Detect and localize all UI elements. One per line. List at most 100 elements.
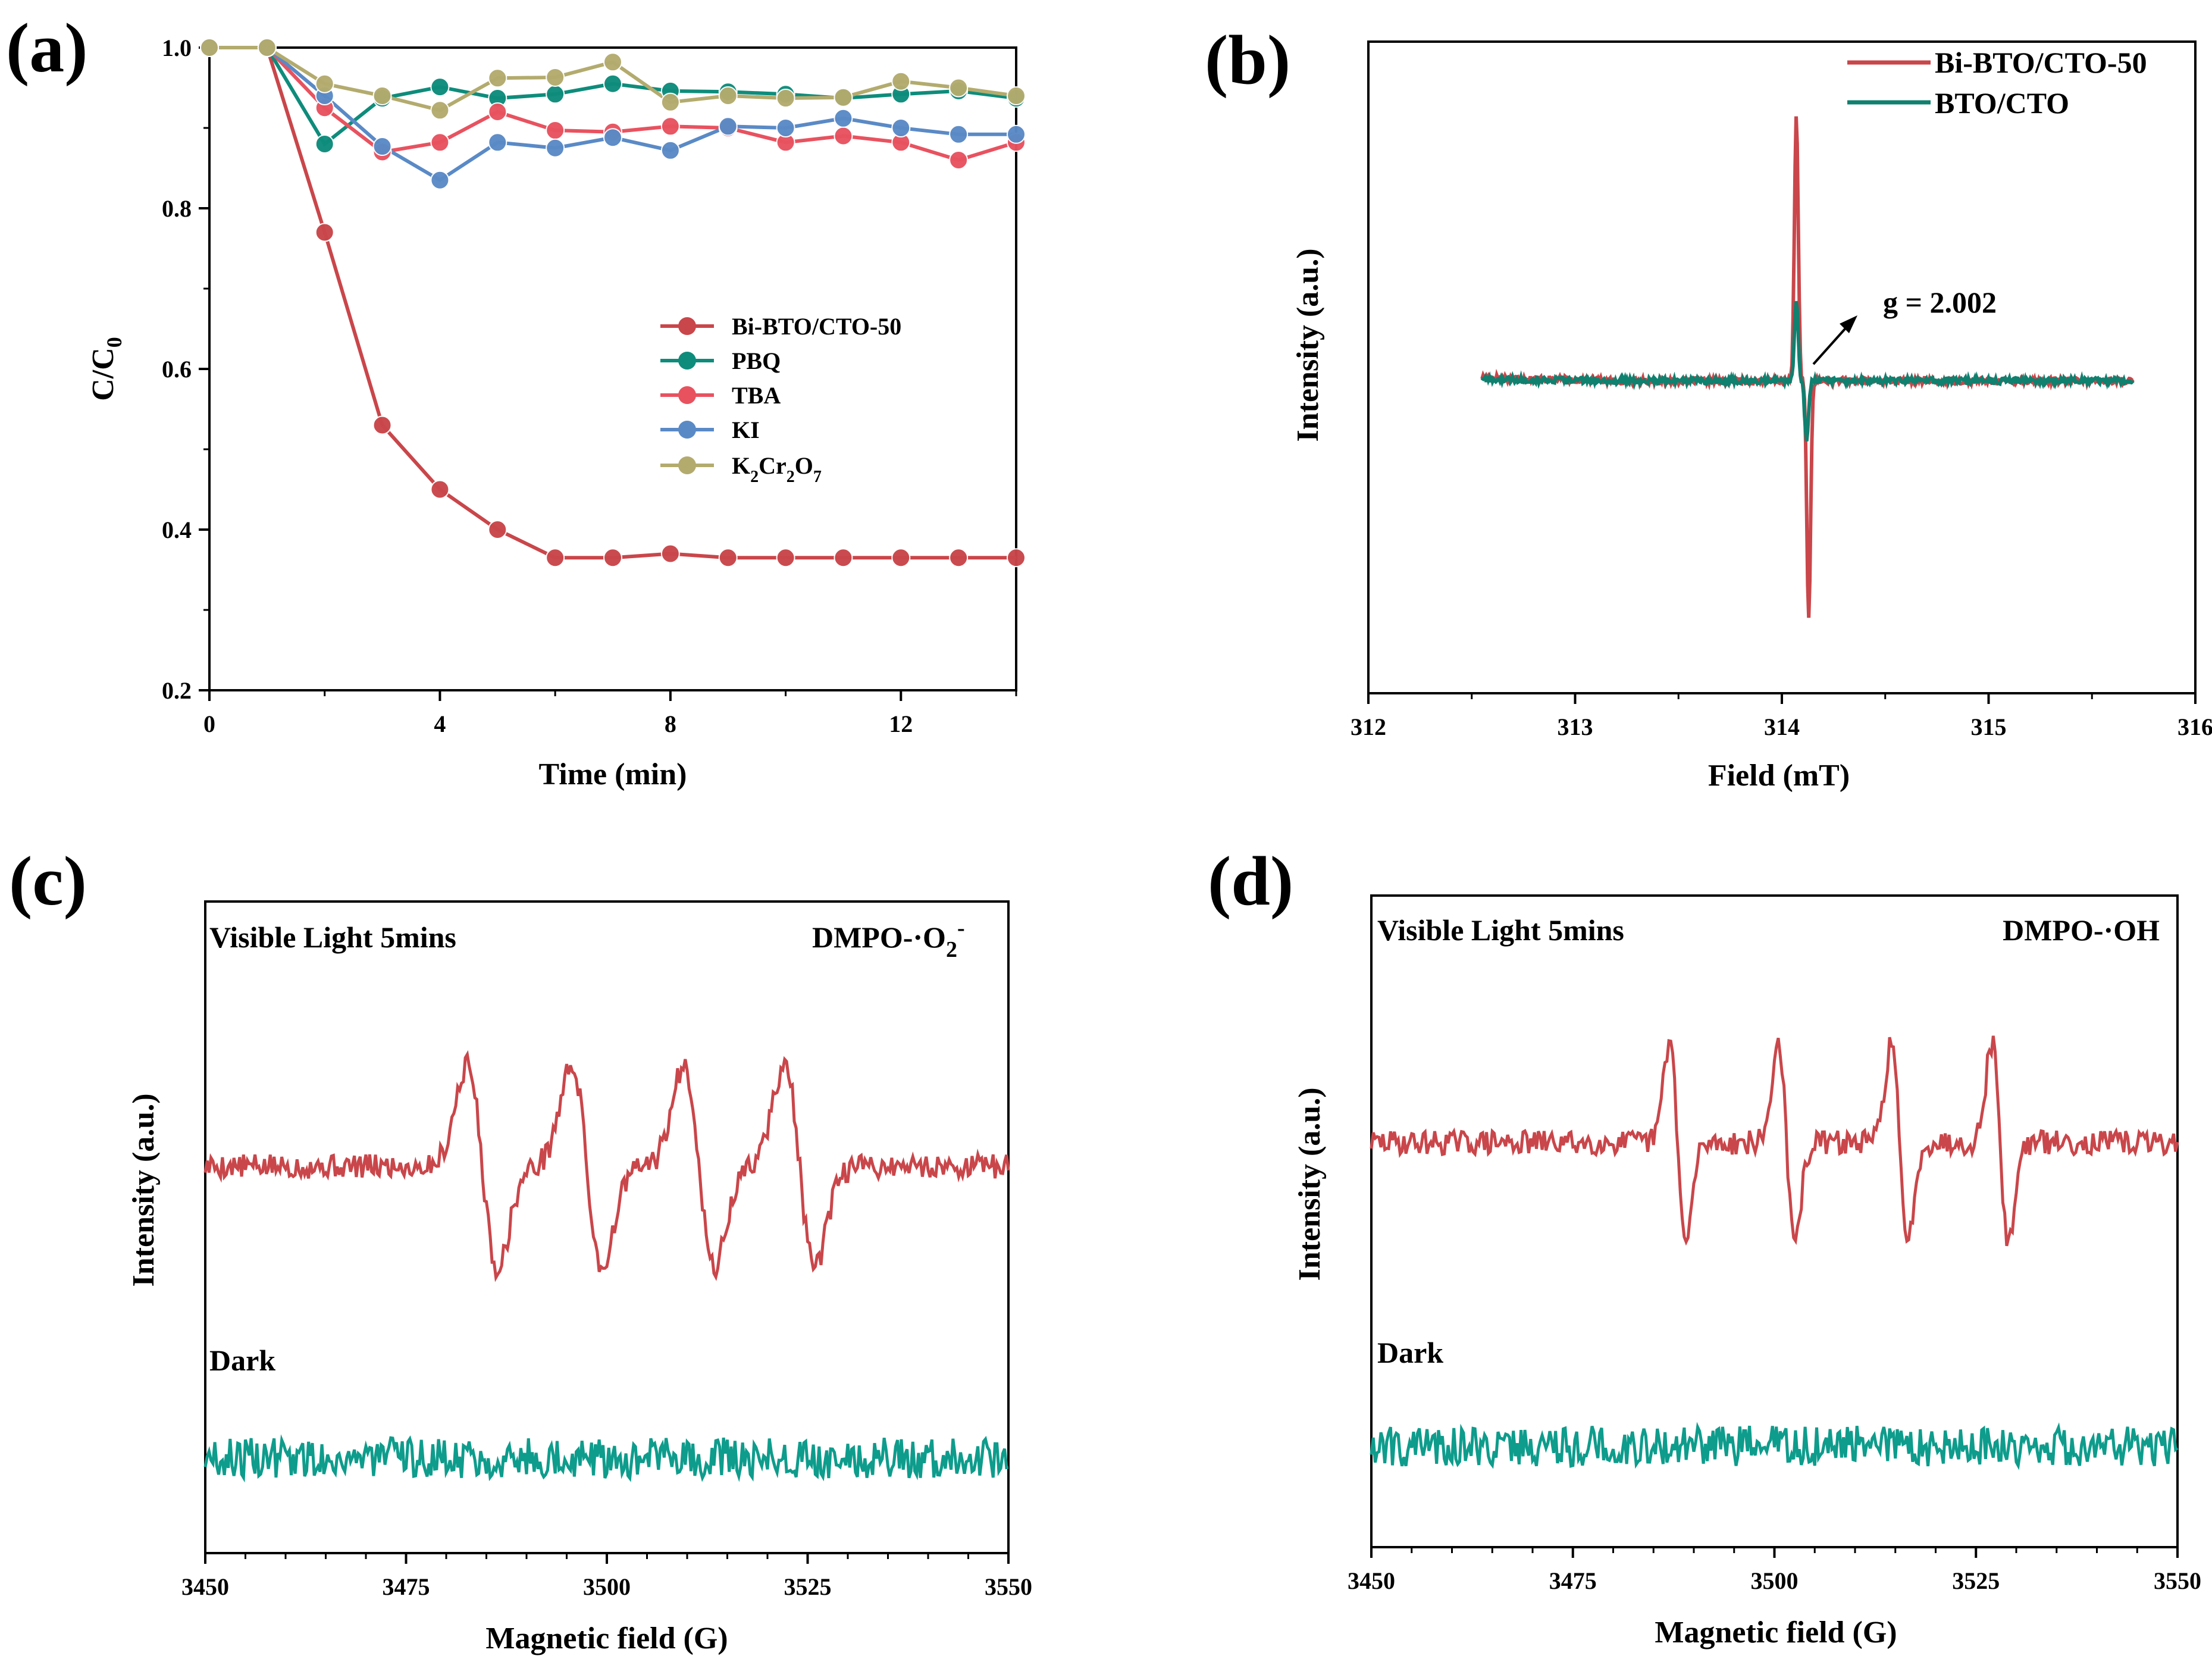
panel-d-ticks: 3450 3475 3500 3525 3550	[1348, 1547, 2201, 1594]
data-point	[660, 117, 680, 136]
data-point	[949, 548, 969, 568]
legend-marker	[678, 317, 696, 335]
data-point	[834, 87, 853, 107]
data-point	[257, 38, 277, 57]
panel-a-legend: Bi-BTO/CTO-50 PBQ TBA KI K2Cr2O7	[660, 313, 901, 486]
series-line-visible-light	[203, 1050, 1010, 1282]
x-tick-label: 3525	[784, 1573, 832, 1600]
panel-d-x-axis-title: Magnetic field (G)	[1655, 1616, 1897, 1650]
data-point	[718, 117, 738, 136]
x-tick-label: 3450	[181, 1573, 229, 1600]
data-point	[1007, 124, 1026, 144]
legend-entry-tba: TBA	[660, 382, 781, 409]
legend-marker	[678, 421, 696, 439]
data-point	[834, 126, 853, 146]
legend-entry-k2cr2o7: K2Cr2O7	[660, 452, 822, 486]
x-tick-label: 3500	[583, 1573, 631, 1600]
data-point	[949, 151, 969, 170]
data-point	[603, 74, 622, 93]
legend-marker	[678, 386, 696, 404]
data-point	[603, 52, 622, 72]
data-point	[660, 544, 680, 564]
legend-marker	[678, 456, 696, 474]
legend-entry-bi-bto-cto-50: Bi-BTO/CTO-50	[660, 313, 901, 340]
panel-d-dark-label: Dark	[1377, 1336, 1443, 1369]
panel-c-species-label: DMPO-·O2-	[812, 916, 965, 962]
legend-entry-bto-cto: BTO/CTO	[1847, 86, 2069, 120]
data-point	[718, 86, 738, 105]
data-point	[430, 77, 450, 97]
panel-d-y-axis-title: Intensity (a.u.)	[1293, 1087, 1327, 1281]
panel-d-letter: (d)	[1208, 842, 1293, 920]
data-point	[546, 67, 565, 87]
g-value-label: g = 2.002	[1883, 286, 1997, 319]
data-point	[430, 133, 450, 152]
legend-entry-ki: KI	[660, 417, 760, 443]
data-point	[1007, 86, 1026, 105]
panel-c-y-axis-title: Intensity (a.u.)	[127, 1093, 161, 1287]
data-point	[546, 138, 565, 158]
x-tick-label: 12	[889, 711, 913, 737]
data-point	[546, 121, 565, 140]
legend-entry-bi-bto-cto-50: Bi-BTO/CTO-50	[1847, 46, 2147, 79]
data-point	[660, 92, 680, 112]
panel-d-plot-frame	[1370, 894, 2179, 1548]
data-point	[546, 548, 565, 568]
panel-c-series	[203, 1050, 1010, 1483]
panel-d: (d) 3450 3475 3500 3525 3550 Visible Light 5…	[1208, 842, 2201, 1650]
y-tick-label: 0.6	[162, 356, 192, 383]
x-tick-label: 312	[1351, 713, 1386, 740]
data-point	[949, 78, 969, 98]
y-tick-label: 0.8	[162, 195, 192, 222]
data-point	[834, 548, 853, 568]
data-point	[949, 124, 969, 144]
panel-a-ticks: 0 4 8 12 0.2 0.4 0.6 0.8 1.0	[162, 35, 1017, 737]
data-point	[718, 548, 738, 568]
g-value-annotation: g = 2.002	[1812, 286, 1997, 365]
data-point	[372, 415, 392, 435]
series-line-visible-light	[1370, 1035, 2179, 1247]
x-tick-label: 3525	[1952, 1567, 2000, 1594]
data-point	[430, 101, 450, 120]
x-tick-label: 314	[1764, 713, 1800, 740]
y-tick-label: 1.0	[162, 35, 192, 61]
panel-d-species-label: DMPO-·OH	[2003, 913, 2160, 947]
data-point	[430, 480, 450, 499]
panel-b-letter: (b)	[1205, 21, 1290, 99]
data-point	[891, 548, 911, 568]
y-tick-label: 0.2	[162, 677, 192, 704]
panel-b-plot-frame	[1367, 40, 2197, 694]
panel-a-letter: (a)	[6, 9, 88, 87]
x-tick-label: 3500	[1751, 1567, 1799, 1594]
legend-label: Bi-BTO/CTO-50	[732, 313, 901, 340]
data-point	[488, 68, 507, 88]
panel-c-ticks: 3450 3475 3500 3525 3550	[181, 1553, 1032, 1600]
legend-label: TBA	[732, 382, 781, 409]
panel-c-light-label: Visible Light 5mins	[209, 921, 456, 954]
panel-a-y-axis-title: C/C0	[86, 337, 126, 401]
data-point	[834, 108, 853, 128]
panel-a-series	[200, 38, 1026, 568]
panel-c-dark-label: Dark	[209, 1344, 275, 1377]
x-tick-label: 3550	[2154, 1567, 2201, 1594]
data-point	[315, 134, 334, 154]
panel-c: (c) 3450 3475 3500 3525 3550 Visible Light 5…	[9, 842, 1032, 1655]
data-point	[603, 128, 622, 148]
legend-label: BTO/CTO	[1935, 86, 2069, 120]
data-point	[546, 84, 565, 104]
data-point	[660, 140, 680, 160]
data-point	[776, 118, 795, 137]
data-point	[372, 137, 392, 157]
legend-label-k2cr2o7: K2Cr2O7	[732, 452, 822, 486]
panel-b-series	[1480, 116, 2135, 618]
panel-b-ticks: 312 313 314 315 316	[1351, 693, 2212, 740]
data-point	[430, 170, 450, 190]
data-point	[488, 520, 507, 539]
series-line-dark	[1370, 1422, 2179, 1470]
series-line-bto-cto	[1480, 301, 2135, 442]
panel-d-light-label: Visible Light 5mins	[1377, 913, 1624, 947]
data-point	[488, 102, 507, 121]
legend-label: KI	[732, 417, 760, 443]
series-line-dark	[203, 1434, 1009, 1483]
annotation-arrow-head	[1840, 315, 1857, 333]
